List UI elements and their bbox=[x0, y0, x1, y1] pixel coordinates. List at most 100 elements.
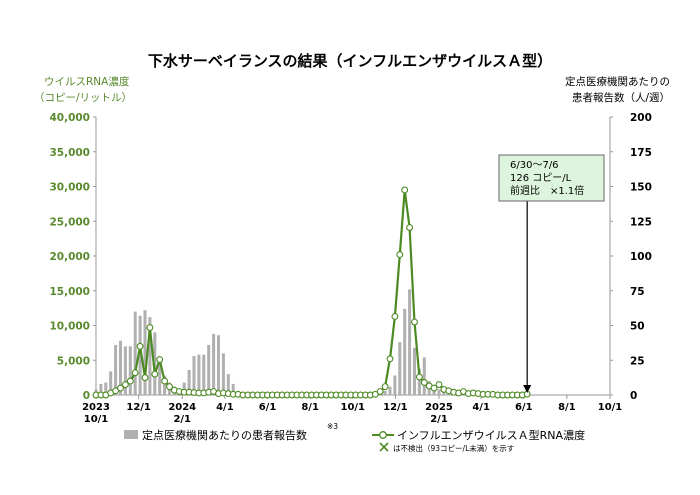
x-tick-label: 2025 bbox=[425, 402, 453, 413]
line-point bbox=[121, 381, 129, 389]
line-point bbox=[141, 374, 149, 382]
left-y-tick-label: 5,000 bbox=[57, 355, 90, 367]
line-series-path bbox=[96, 189, 528, 397]
bar bbox=[388, 386, 392, 395]
bar bbox=[197, 354, 201, 395]
x-tick-label: 2024 bbox=[168, 402, 196, 413]
right-y-tick-label: 200 bbox=[630, 112, 652, 124]
left-axis-label-line2: （コピー/リットル） bbox=[34, 92, 132, 104]
line-point bbox=[415, 373, 423, 381]
x-tick-label: 4/1 bbox=[472, 402, 490, 413]
x-tick-label-line2: 10/1 bbox=[84, 414, 109, 425]
bar bbox=[216, 335, 221, 395]
x-tick-label-line2: 2/1 bbox=[173, 414, 191, 425]
legend-line-label: インフルエンザウイルスＡ型RNA濃度 bbox=[397, 428, 585, 442]
chart-title: 下水サーベイランスの結果（インフルエンザウイルスＡ型） bbox=[148, 52, 552, 70]
bar bbox=[192, 356, 196, 395]
left-y-tick-label: 20,000 bbox=[49, 251, 90, 263]
line-point bbox=[406, 224, 414, 231]
line-point bbox=[435, 381, 443, 389]
bar bbox=[437, 389, 441, 395]
legend-nd-marker bbox=[379, 442, 389, 452]
bar bbox=[393, 375, 397, 395]
line-point bbox=[136, 342, 144, 350]
bar bbox=[442, 390, 446, 395]
right-y-tick-label: 50 bbox=[630, 321, 645, 333]
bar bbox=[408, 289, 412, 395]
annotation-line1: 6/30～7/6 bbox=[510, 160, 559, 171]
line-point bbox=[161, 377, 169, 385]
bar bbox=[128, 346, 132, 395]
right-y-tick-label: 150 bbox=[630, 182, 652, 194]
right-y-tick-label: 25 bbox=[630, 355, 645, 367]
bar bbox=[143, 310, 147, 395]
left-y-tick-label: 25,000 bbox=[49, 216, 90, 228]
line-point bbox=[386, 355, 394, 363]
bar bbox=[138, 315, 142, 395]
right-y-tick-label: 100 bbox=[630, 251, 652, 263]
legend-bar-swatch bbox=[124, 430, 138, 439]
right-y-tick-label: 125 bbox=[630, 216, 652, 228]
left-axis-label-line1: ウイルスRNA濃度 bbox=[44, 75, 130, 88]
bar bbox=[403, 308, 407, 395]
bar bbox=[163, 375, 167, 395]
x-tick-label: 8/1 bbox=[301, 402, 319, 413]
line-point bbox=[376, 388, 384, 395]
x-tick-label: 4/1 bbox=[216, 402, 234, 413]
bar bbox=[207, 344, 211, 395]
bar bbox=[226, 374, 230, 395]
x-tick-label: 6/1 bbox=[259, 402, 277, 413]
line-point bbox=[420, 379, 428, 386]
bar bbox=[412, 347, 417, 395]
x-tick-label: 10/1 bbox=[340, 402, 365, 413]
line-point bbox=[156, 356, 164, 364]
right-y-tick-label: 0 bbox=[630, 390, 637, 402]
line-point bbox=[430, 384, 438, 392]
line-point bbox=[381, 383, 389, 391]
annotation-box: 6/30～7/6 126 コピー/L 前週比 ×1.1倍 bbox=[498, 154, 605, 202]
line-point bbox=[166, 383, 173, 391]
x-tick-label: 2023 bbox=[82, 402, 110, 413]
left-y-tick-label: 0 bbox=[83, 390, 90, 402]
bar bbox=[99, 383, 103, 395]
legend-nd-label: は不検出（93コピー/L未満）を示す bbox=[393, 443, 514, 453]
bar bbox=[123, 346, 127, 395]
line-point bbox=[151, 370, 159, 378]
line-point bbox=[401, 186, 409, 194]
plot-area: 0 5,000 10,000 15,000 20,000 25,000 30,000 35,0… bbox=[49, 112, 651, 425]
right-y-tick-label: 175 bbox=[630, 147, 652, 159]
bar bbox=[221, 353, 225, 395]
x-tick-label: 12/1 bbox=[383, 402, 408, 413]
line-point bbox=[396, 251, 404, 259]
right-y-tick-label: 75 bbox=[630, 286, 645, 298]
bar bbox=[182, 382, 186, 395]
bar bbox=[212, 333, 216, 395]
bar bbox=[422, 357, 426, 395]
bar bbox=[231, 383, 235, 395]
legend-bar-superscript: ※3 bbox=[327, 422, 338, 431]
line-point bbox=[146, 324, 154, 332]
line-point bbox=[126, 377, 134, 385]
legend-bar-label: 定点医療機関あたりの患者報告数 bbox=[142, 428, 307, 442]
line-point bbox=[131, 369, 139, 377]
left-y-tick-label: 15,000 bbox=[49, 286, 90, 298]
annotation-line3: 前週比 ×1.1倍 bbox=[510, 184, 584, 197]
bar bbox=[114, 344, 118, 395]
bar bbox=[104, 382, 108, 395]
right-axis-label-line1: 定点医療機関あたりの bbox=[565, 75, 670, 88]
line-point bbox=[411, 318, 418, 326]
line-point bbox=[391, 313, 399, 320]
x-tick-label: 8/1 bbox=[558, 402, 576, 413]
line-point bbox=[117, 384, 124, 392]
annotation-arrow-head bbox=[523, 385, 532, 393]
x-tick-label: 6/1 bbox=[515, 402, 533, 413]
bar bbox=[398, 342, 402, 395]
legend: 定点医療機関あたりの患者報告数 ※3 インフルエンザウイルスＡ型RNA濃度 は不… bbox=[124, 422, 585, 453]
x-tick-label-line2: 2/1 bbox=[430, 414, 448, 425]
x-tick-label: 10/1 bbox=[598, 402, 623, 413]
annotation-line2: 126 コピー/L bbox=[510, 172, 572, 184]
bar bbox=[417, 368, 421, 395]
legend-line-marker bbox=[379, 431, 387, 439]
bar bbox=[187, 369, 191, 395]
bar bbox=[118, 340, 123, 395]
